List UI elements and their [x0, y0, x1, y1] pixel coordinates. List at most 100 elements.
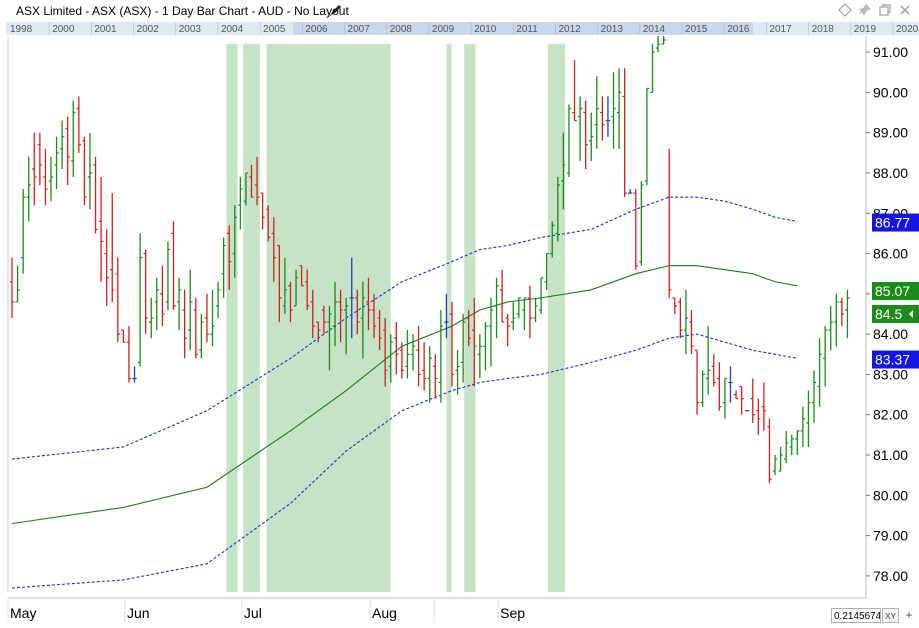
year-label: 2000: [52, 24, 75, 35]
svg-text:85.07: 85.07: [875, 283, 910, 299]
price-bar: [477, 334, 483, 379]
price-bar: [455, 350, 460, 395]
price-bar: [377, 309, 382, 351]
svg-text:86.77: 86.77: [875, 215, 910, 231]
price-bar: [421, 342, 427, 391]
price-bar: [800, 406, 806, 447]
svg-text:84.5: 84.5: [875, 306, 902, 322]
restore-icon[interactable]: [877, 2, 893, 18]
price-bar: [600, 96, 605, 141]
highlight-band: [243, 44, 260, 592]
year-label: 2008: [390, 24, 413, 35]
price-bar: [416, 326, 421, 387]
price-bar: [338, 289, 343, 343]
price-bar: [689, 309, 694, 355]
price-bar: [834, 293, 839, 347]
badge-arrow-icon: [909, 310, 913, 318]
price-bar: [121, 329, 126, 343]
price-bar: [516, 297, 522, 319]
y-tick-label: 90.00: [873, 84, 908, 100]
price-bar: [583, 100, 588, 169]
price-bar: [165, 241, 171, 310]
price-bar: [533, 297, 538, 323]
year-label: 2017: [769, 24, 792, 35]
price-bar: [182, 289, 187, 359]
price-bar: [343, 297, 349, 355]
year-label: 2018: [812, 24, 835, 35]
value-readout: 0.2145674: [831, 608, 881, 623]
date-axis[interactable]: May Jun Jul Aug Sep: [7, 597, 866, 622]
year-strip[interactable]: 1998 2000 2001 2002 2003 2004 2005 2006 2007 2008…: [6, 22, 919, 35]
price-bar: [678, 297, 683, 339]
price-bar: [349, 257, 354, 339]
year-label: 2019: [854, 24, 877, 35]
price-bar: [243, 172, 249, 206]
price-bar: [48, 156, 54, 202]
price-bar: [589, 112, 594, 161]
price-bar: [655, 36, 661, 53]
close-icon[interactable]: [897, 2, 913, 18]
price-bar: [811, 370, 817, 423]
lower-band-line: [11, 333, 798, 589]
price-bar: [126, 326, 132, 383]
price-bar: [750, 378, 755, 423]
pin-icon[interactable]: [857, 2, 873, 18]
price-bar: [438, 309, 444, 403]
price-bar: [321, 305, 327, 335]
last-value-badge: 83.37: [872, 350, 919, 369]
price-bar: [93, 156, 98, 234]
diamond-icon[interactable]: [837, 2, 853, 18]
moving-average-lines: [11, 196, 798, 589]
price-bar: [466, 309, 471, 347]
price-bar: [644, 87, 650, 186]
price-bar: [739, 385, 744, 415]
plus-icon[interactable]: +: [905, 608, 913, 622]
price-bar: [822, 326, 828, 387]
year-label: 2007: [348, 24, 371, 35]
price-bar: [667, 148, 672, 298]
price-bar: [76, 96, 82, 153]
y-tick-label: 82.00: [873, 407, 908, 423]
price-bar: [550, 221, 555, 258]
month-label: May: [10, 605, 36, 621]
last-value-badge: 86.77: [872, 213, 919, 232]
price-bar: [472, 297, 477, 387]
price-bar: [555, 177, 561, 242]
year-label: 2010: [474, 24, 497, 35]
highlight-band: [266, 44, 391, 592]
price-bar: [310, 289, 315, 339]
price-bar: [527, 285, 533, 339]
price-bar: [494, 277, 499, 339]
month-label: Jun: [127, 605, 150, 621]
price-bar: [572, 60, 577, 122]
price-bar: [15, 265, 20, 303]
price-bar: [460, 314, 466, 383]
price-bar: [505, 314, 510, 347]
price-bar: [566, 104, 572, 178]
price-bar: [410, 334, 416, 371]
price-bar: [360, 281, 366, 359]
xy-toggle-button[interactable]: XY: [882, 608, 899, 623]
moving-average-line: [11, 265, 798, 525]
price-bar: [650, 44, 655, 94]
price-chart[interactable]: 1998 2000 2001 2002 2003 2004 2005 2006 2007 2008…: [0, 22, 919, 628]
price-bar: [98, 177, 104, 282]
price-bar: [204, 293, 210, 343]
price-bar: [806, 390, 811, 447]
price-bar: [149, 297, 154, 339]
price-bar: [115, 257, 121, 343]
price-bar: [683, 289, 689, 355]
y-tick-label: 89.00: [873, 125, 908, 141]
year-strip-window[interactable]: [293, 22, 753, 35]
year-label: 2013: [601, 24, 624, 35]
pencil-icon[interactable]: [328, 2, 344, 18]
price-bar: [171, 221, 176, 310]
price-bar: [795, 430, 800, 456]
price-bar: [544, 252, 549, 290]
upper-band-line: [11, 196, 798, 460]
price-bar: [639, 181, 644, 266]
price-bar: [488, 297, 494, 367]
price-bar: [37, 132, 43, 186]
price-bar: [611, 72, 616, 149]
price-bar: [789, 434, 794, 456]
